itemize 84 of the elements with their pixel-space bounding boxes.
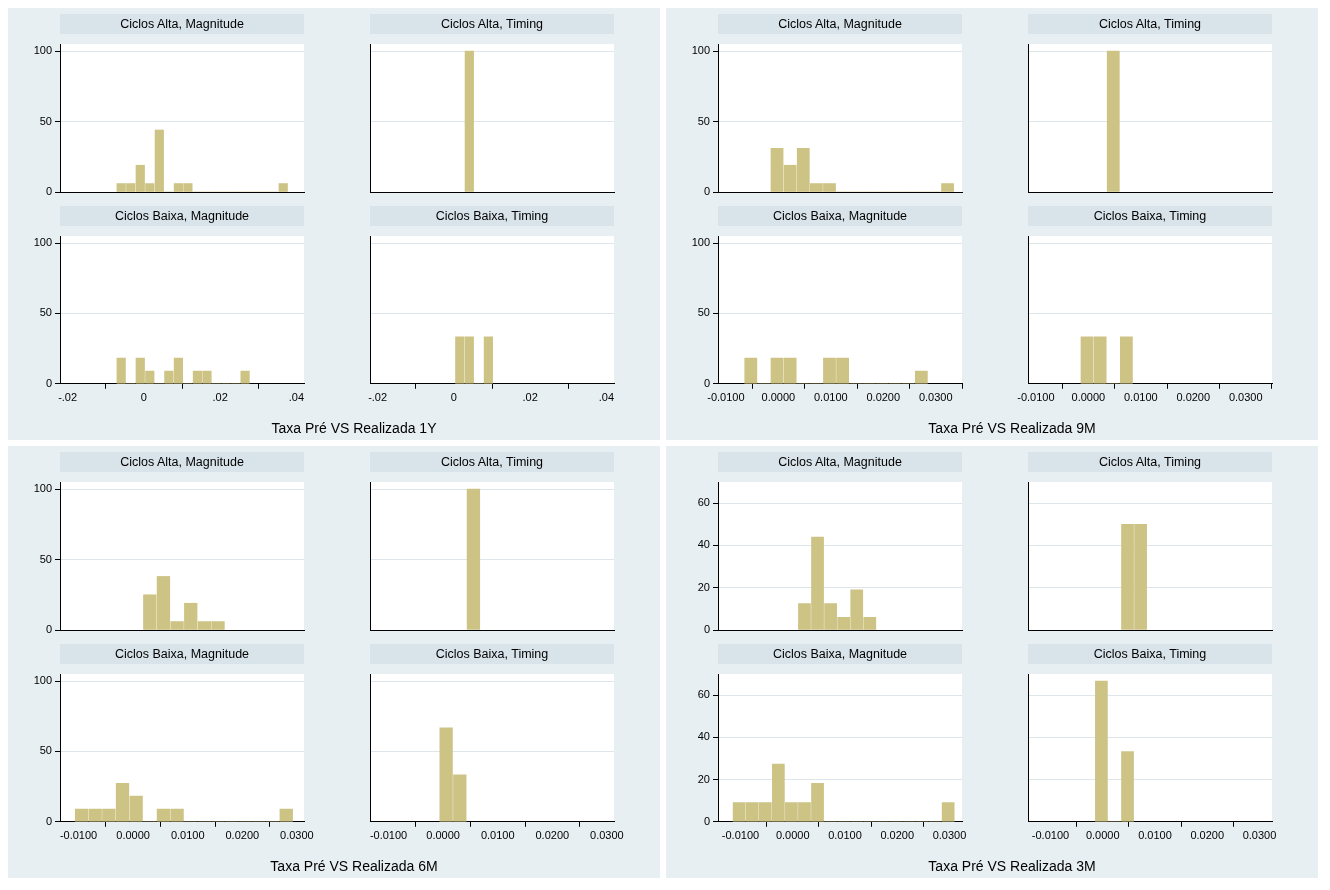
x-tick-label: 0.0300 xyxy=(280,829,314,842)
y-tick-label: 0 xyxy=(45,623,52,636)
chart-title: Ciclos Alta, Magnitude xyxy=(60,452,304,472)
x-axis-title: Taxa Pré VS Realizada 9M xyxy=(927,420,1097,436)
y-tick-label: 0 xyxy=(703,623,710,636)
y-tick-label: 50 xyxy=(39,306,52,319)
y-tick-label: 50 xyxy=(39,744,52,757)
x-tick-label: 0.0200 xyxy=(1176,391,1211,404)
x-tick-label: 0 xyxy=(450,391,457,404)
x-tick-label: -0.0100 xyxy=(1031,829,1070,842)
chart-title: Ciclos Baixa, Timing xyxy=(370,206,614,226)
y-tick-label: 100 xyxy=(33,236,52,249)
y-tick-label: 0 xyxy=(703,814,710,827)
x-tick-label: 0.0100 xyxy=(480,829,515,842)
x-tick-label: 0.0000 xyxy=(1071,391,1106,404)
chart-title: Ciclos Alta, Timing xyxy=(1028,452,1272,472)
y-tick-label: 100 xyxy=(33,674,52,687)
x-tick-label: -.02 xyxy=(368,391,388,404)
y-tick-label: 60 xyxy=(697,496,710,509)
x-tick-label: 0.0300 xyxy=(918,391,953,404)
x-tick-label: 0.0200 xyxy=(535,829,570,842)
x-tick-label: 0.0200 xyxy=(866,391,901,404)
chart-title: Ciclos Baixa, Timing xyxy=(1028,206,1272,226)
y-tick-label: 20 xyxy=(697,580,710,593)
chart-title: Ciclos Alta, Timing xyxy=(370,452,614,472)
x-tick-label: .02 xyxy=(522,391,538,404)
x-axis-title: Taxa Pré VS Realizada 1Y xyxy=(270,420,438,436)
y-tick-label: 0 xyxy=(45,814,52,827)
y-tick-label: 60 xyxy=(697,688,710,701)
x-tick-label: -0.0100 xyxy=(59,829,98,842)
x-tick-label: 0.0000 xyxy=(775,829,810,842)
y-tick-label: 0 xyxy=(45,185,52,198)
x-tick-label: 0.0200 xyxy=(880,829,915,842)
chart-title: Ciclos Baixa, Magnitude xyxy=(60,206,304,226)
chart-title: Ciclos Baixa, Magnitude xyxy=(60,644,304,664)
chart-title: Ciclos Baixa, Timing xyxy=(1028,644,1272,664)
y-tick-label: 0 xyxy=(703,185,710,198)
chart-title: Ciclos Alta, Timing xyxy=(370,14,614,34)
x-tick-label: 0.0100 xyxy=(828,829,862,842)
x-tick-label: .02 xyxy=(212,391,228,404)
y-tick-label: 40 xyxy=(697,730,710,743)
x-tick-label: -0.0100 xyxy=(707,391,745,404)
x-axis-title: Taxa Pré VS Realizada 3M xyxy=(927,858,1097,874)
chart-title: Ciclos Alta, Timing xyxy=(1028,14,1272,34)
y-tick-label: 50 xyxy=(697,306,710,319)
x-tick-label: 0.0100 xyxy=(1138,829,1172,842)
x-tick-label: 0 xyxy=(140,391,147,404)
chart-title: Ciclos Alta, Magnitude xyxy=(60,14,304,34)
x-tick-label: 0.0100 xyxy=(170,829,205,842)
x-tick-label: .04 xyxy=(288,391,305,404)
x-tick-label: 0.0100 xyxy=(1123,391,1158,404)
y-tick-label: 50 xyxy=(697,114,710,127)
x-tick-label: .04 xyxy=(598,391,615,404)
x-tick-label: 0.0300 xyxy=(590,829,624,842)
x-tick-label: -0.0100 xyxy=(1017,391,1055,404)
chart-title: Ciclos Baixa, Timing xyxy=(370,644,614,664)
x-tick-label: 0.0100 xyxy=(813,391,848,404)
x-tick-label: 0.0000 xyxy=(116,829,150,842)
y-tick-label: 0 xyxy=(703,376,710,389)
chart-title: Ciclos Baixa, Magnitude xyxy=(718,206,962,226)
y-tick-label: 100 xyxy=(691,44,710,57)
chart-title: Ciclos Baixa, Magnitude xyxy=(718,644,962,664)
x-tick-label: 0.0000 xyxy=(426,829,460,842)
x-tick-label: 0.0300 xyxy=(1242,829,1277,842)
x-tick-label: -0.0100 xyxy=(721,829,760,842)
y-tick-label: 50 xyxy=(39,114,52,127)
x-tick-label: -0.0100 xyxy=(369,829,408,842)
y-tick-label: 100 xyxy=(691,236,710,249)
y-tick-label: 50 xyxy=(39,552,52,565)
y-tick-label: 100 xyxy=(33,482,52,495)
chart-title: Ciclos Alta, Magnitude xyxy=(718,14,962,34)
x-tick-label: -.02 xyxy=(58,391,78,404)
y-tick-label: 20 xyxy=(697,772,710,785)
y-tick-label: 40 xyxy=(697,538,710,551)
x-axis-title: Taxa Pré VS Realizada 6M xyxy=(269,858,439,874)
x-tick-label: 0.0200 xyxy=(1190,829,1225,842)
x-tick-label: 0.0000 xyxy=(1085,829,1120,842)
x-tick-label: 0.0000 xyxy=(761,391,796,404)
x-tick-label: 0.0200 xyxy=(225,829,260,842)
x-tick-label: 0.0300 xyxy=(932,829,967,842)
chart-title: Ciclos Alta, Magnitude xyxy=(718,452,962,472)
y-tick-label: 0 xyxy=(45,376,52,389)
y-tick-label: 100 xyxy=(33,44,52,57)
x-tick-label: 0.0300 xyxy=(1228,391,1263,404)
